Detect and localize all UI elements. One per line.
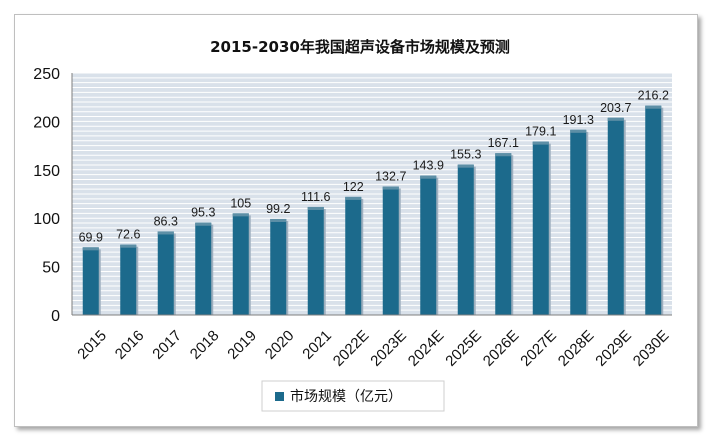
bar	[270, 218, 287, 315]
bar-top-highlight	[420, 175, 437, 179]
data-label: 155.3	[450, 148, 481, 162]
legend-box	[261, 380, 445, 412]
bar-top-highlight	[270, 218, 287, 222]
bar	[645, 105, 662, 315]
data-label: 216.2	[638, 89, 669, 103]
data-labels: 69.9 72.6 86.3 95.3 105 99.2 111.6 122 132.7 143.…	[79, 89, 669, 245]
y-tick-label: 100	[33, 211, 60, 228]
bar	[157, 231, 174, 315]
data-label: 72.6	[116, 228, 140, 242]
bar-top-highlight	[495, 153, 512, 157]
y-tick-label: 150	[33, 163, 60, 180]
bar	[495, 153, 512, 315]
bar-top-highlight	[382, 186, 399, 190]
bar	[195, 222, 212, 315]
data-label: 179.1	[525, 125, 556, 139]
x-tick-label: 2030E	[630, 327, 673, 370]
data-label: 95.3	[191, 206, 215, 220]
data-label: 167.1	[488, 136, 519, 150]
bars	[82, 105, 664, 316]
bar-top-highlight	[607, 117, 624, 121]
data-label: 122	[343, 180, 364, 194]
data-label: 69.9	[79, 230, 103, 244]
legend-label: 市场规模（亿元）	[290, 388, 402, 405]
x-tick-label: 2025E	[442, 327, 485, 370]
bar-top-highlight	[307, 206, 324, 210]
y-axis-ticks: 0 50 100 150 200 250	[33, 66, 60, 325]
x-axis-ticks: 2015 2016 2017 2018 2019 2020 20212022E2023E20…	[74, 327, 672, 370]
bar	[532, 141, 549, 315]
data-label: 105	[230, 196, 251, 210]
data-label: 203.7	[600, 101, 631, 115]
bar-top-highlight	[120, 244, 137, 248]
bar-top-highlight	[457, 164, 474, 168]
data-label: 143.9	[413, 159, 444, 173]
bar	[457, 164, 474, 315]
x-tick-label: 2027E	[517, 327, 560, 370]
bar	[382, 186, 399, 315]
x-tick-label: 2022E	[330, 327, 373, 370]
bar-top-highlight	[345, 196, 362, 200]
bar-top-highlight	[232, 213, 249, 217]
bar	[120, 244, 137, 315]
y-tick-label: 0	[51, 308, 60, 325]
bar	[232, 213, 249, 315]
legend: 市场规模（亿元）	[261, 380, 445, 412]
data-label: 111.6	[301, 190, 330, 204]
y-tick-label: 250	[33, 66, 60, 83]
bar-top-highlight	[195, 222, 212, 226]
bar	[82, 247, 99, 315]
bar	[570, 129, 587, 315]
bar	[345, 196, 362, 315]
data-label: 191.3	[563, 113, 594, 127]
x-tick-label: 2023E	[367, 327, 410, 370]
bar-top-highlight	[645, 105, 662, 109]
x-tick-label: 2019	[224, 327, 260, 363]
data-label: 99.2	[266, 202, 290, 216]
x-tick-label: 2015	[74, 327, 110, 363]
x-tick-label: 2018	[187, 327, 223, 363]
legend-swatch	[275, 392, 284, 401]
bar	[420, 175, 437, 315]
bar-top-highlight	[82, 247, 99, 251]
x-tick-label: 2026E	[480, 327, 523, 370]
x-tick-label: 2028E	[555, 327, 598, 370]
chart-title: 2015-2030年我国超声设备市场规模及预测	[210, 38, 510, 56]
x-tick-label: 2029E	[592, 327, 635, 370]
x-tick-label: 2024E	[405, 327, 448, 370]
x-tick-label: 2020	[262, 327, 298, 363]
data-label: 132.7	[375, 170, 406, 184]
data-label: 86.3	[154, 214, 178, 228]
bar	[607, 117, 624, 316]
bar-top-highlight	[157, 231, 174, 235]
y-tick-label: 50	[42, 260, 60, 277]
bar-top-highlight	[570, 129, 587, 133]
bar-top-highlight	[532, 141, 549, 145]
y-tick-label: 200	[33, 114, 60, 131]
bar	[307, 206, 324, 315]
x-tick-label: 2016	[112, 327, 148, 363]
x-tick-label: 2017	[149, 327, 185, 363]
axes	[71, 73, 672, 316]
